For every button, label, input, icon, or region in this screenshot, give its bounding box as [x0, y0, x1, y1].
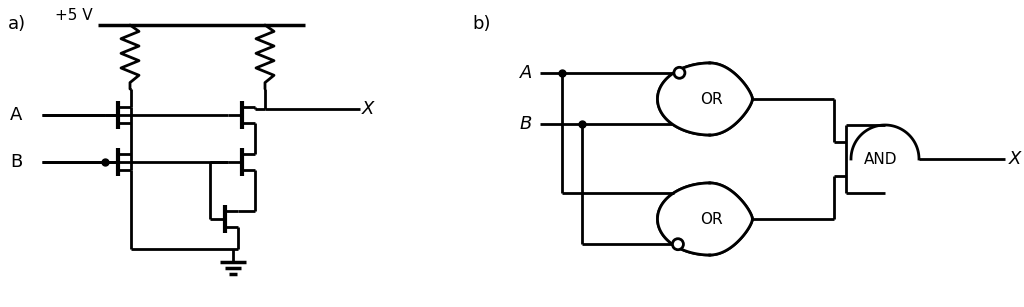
Text: AND: AND [864, 151, 898, 166]
Text: X: X [1009, 150, 1021, 168]
Text: A: A [519, 64, 532, 82]
Text: a): a) [8, 15, 27, 33]
Polygon shape [657, 183, 753, 255]
Text: OR: OR [699, 91, 722, 107]
Text: B: B [10, 153, 23, 171]
Circle shape [673, 239, 683, 250]
Text: OR: OR [699, 212, 722, 227]
Polygon shape [846, 125, 919, 193]
Text: X: X [362, 100, 375, 118]
Text: b): b) [472, 15, 490, 33]
Polygon shape [657, 63, 753, 135]
Circle shape [674, 67, 685, 78]
Text: +5 V: +5 V [55, 8, 92, 23]
Text: B: B [519, 115, 532, 133]
Text: A: A [10, 106, 23, 124]
